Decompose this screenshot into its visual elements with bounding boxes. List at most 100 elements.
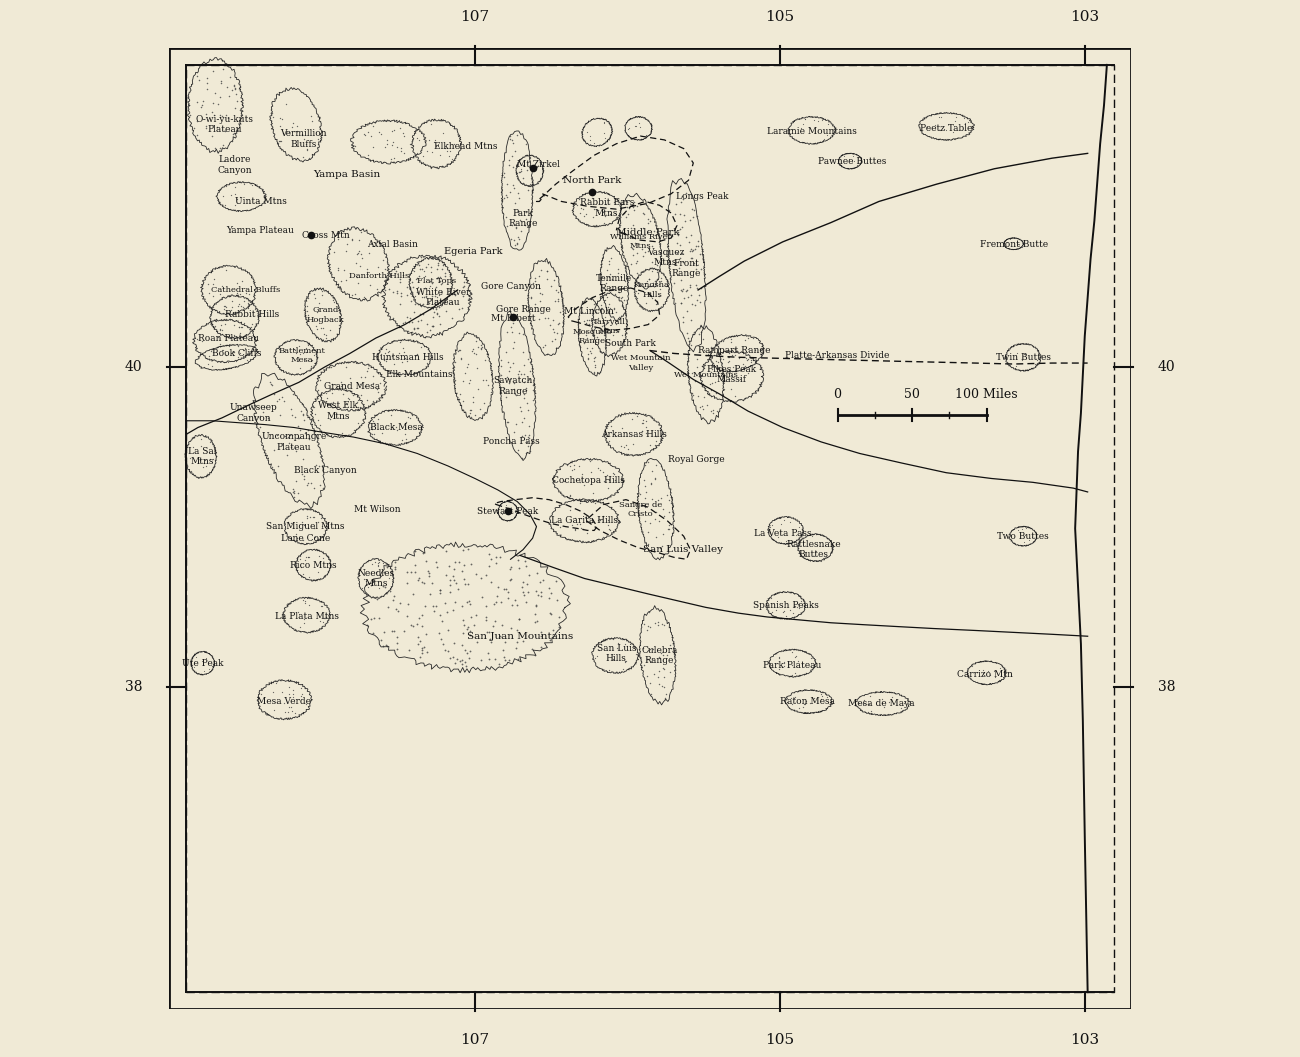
Point [456,620,477,637]
Point [452,288,473,304]
Point [503,315,524,332]
Point [519,152,540,169]
Point [451,636,472,653]
Point [196,80,217,97]
Text: La Plata Mtns: La Plata Mtns [274,612,338,622]
Point [332,374,352,391]
Point [382,623,403,639]
Point [460,596,481,613]
Point [213,136,234,153]
Point [269,407,290,424]
Point [781,656,802,673]
Point [280,515,300,532]
Point [296,507,317,524]
Point [445,371,465,388]
Text: Roan Plateau: Roan Plateau [198,334,259,342]
Point [675,212,696,229]
Point [508,324,529,341]
Point [712,385,733,402]
Point [641,238,662,255]
Point [681,201,702,218]
Point [768,649,789,666]
Point [616,193,637,210]
Point [608,514,629,531]
Point [382,309,403,326]
Point [676,229,697,246]
Point [454,616,474,633]
Point [540,605,560,622]
Point [412,305,433,322]
Point [667,244,688,261]
Point [506,220,526,237]
Point [439,143,460,160]
Point [395,430,416,447]
Point [476,609,497,626]
Point [646,528,667,545]
Point [226,284,247,301]
Point [426,260,447,277]
Point [627,244,647,261]
Point [294,593,315,610]
Point [824,119,845,136]
Point [770,509,790,526]
Point [448,341,469,358]
Point [566,522,586,539]
Point [694,265,715,282]
Point [459,277,480,294]
Point [645,432,666,449]
Point [373,351,394,368]
Point [573,477,594,494]
Point [677,329,698,346]
Point [486,549,507,565]
Point [616,637,637,654]
Point [592,268,612,285]
Point [595,315,616,332]
Point [429,308,450,324]
Point [507,185,528,202]
Text: Royal Gorge: Royal Gorge [668,455,724,464]
Point [196,75,217,92]
Point [450,350,471,367]
Point [364,416,385,433]
Point [599,302,620,319]
Point [291,513,312,530]
Point [654,661,675,678]
Point [515,135,536,152]
Point [499,560,520,577]
Point [490,357,511,374]
Point [421,263,442,280]
Point [358,124,378,141]
Point [530,587,551,604]
Point [395,414,416,431]
Point [597,512,618,528]
Point [328,261,348,278]
Point [681,312,702,329]
Point [281,401,302,418]
Point [354,289,374,305]
Point [671,295,692,312]
Point [680,242,701,259]
Point [499,374,520,391]
Point [196,458,217,475]
Point [299,149,320,166]
Point [315,327,335,344]
Point [604,471,625,488]
Point [603,631,624,648]
Point [510,211,530,228]
Point [498,590,519,607]
Point [599,295,620,312]
Point [542,321,563,338]
Point [504,194,525,211]
Point [562,517,582,534]
Point [670,205,690,222]
Point [601,418,621,434]
Point [498,353,519,370]
Point [690,323,711,340]
Point [696,347,716,364]
Point [452,402,473,419]
Point [589,512,610,528]
Point [768,650,789,667]
Point [593,507,614,524]
Point [199,661,220,678]
Point [569,474,590,490]
